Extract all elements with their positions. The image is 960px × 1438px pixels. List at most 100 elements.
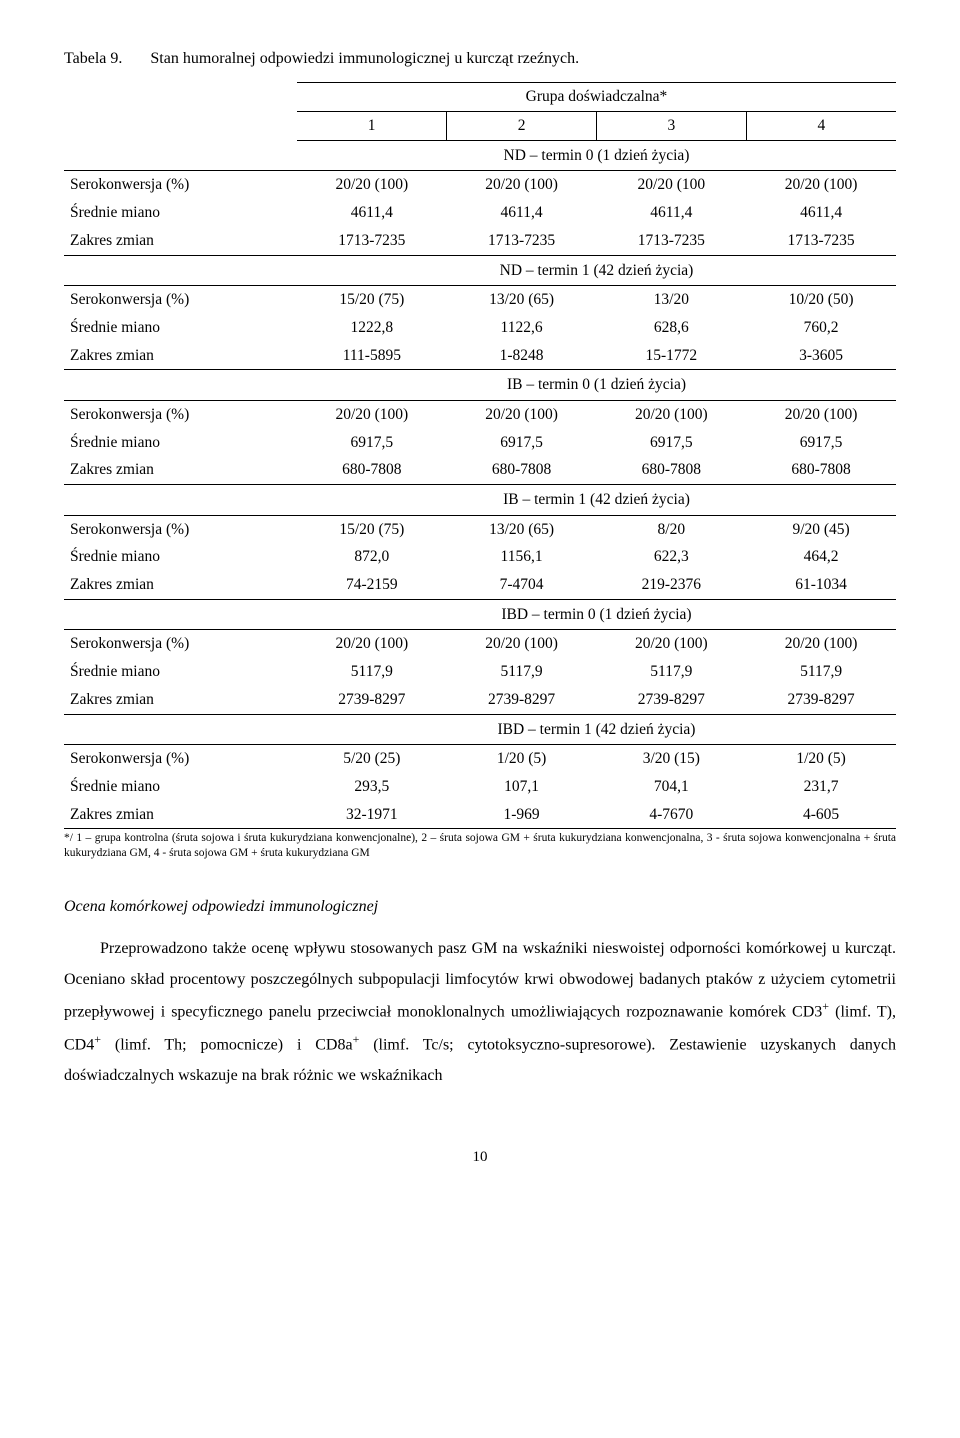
cell: 680-7808 <box>297 456 447 484</box>
body-paragraph: Przeprowadzono także ocenę wpływu stosow… <box>64 934 896 1091</box>
cell: 1122,6 <box>447 314 597 342</box>
row-mean-label-1: Średnie miano <box>64 314 297 342</box>
cell: 4-605 <box>746 801 896 829</box>
cell: 1-8248 <box>447 342 597 370</box>
para-text: Przeprowadzono także ocenę wpływu stosow… <box>64 940 896 1020</box>
cell: 704,1 <box>596 773 746 801</box>
row-sero-label-3: Serokonwersja (%) <box>64 515 297 543</box>
cell: 4611,4 <box>746 199 896 227</box>
cell: 20/20 (100) <box>297 400 447 428</box>
cell: 1222,8 <box>297 314 447 342</box>
cell: 20/20 (100) <box>447 400 597 428</box>
section-title-4: IBD – termin 0 (1 dzień życia) <box>297 599 896 630</box>
cell: 1713-7235 <box>746 227 896 255</box>
cell: 20/20 (100) <box>746 630 896 658</box>
cell: 10/20 (50) <box>746 286 896 314</box>
cell: 4611,4 <box>447 199 597 227</box>
cell: 15/20 (75) <box>297 286 447 314</box>
col-header-4: 4 <box>746 112 896 141</box>
cell: 5117,9 <box>297 658 447 686</box>
cell: 13/20 (65) <box>447 286 597 314</box>
cell: 20/20 (100) <box>297 630 447 658</box>
cell: 1156,1 <box>447 543 597 571</box>
cell: 5117,9 <box>746 658 896 686</box>
cell: 4-7670 <box>596 801 746 829</box>
para-text: (limf. Th; pomocnicze) i CD8a <box>101 1036 353 1053</box>
cell: 680-7808 <box>596 456 746 484</box>
cell: 1-969 <box>447 801 597 829</box>
cell: 15-1772 <box>596 342 746 370</box>
cell: 6917,5 <box>596 429 746 457</box>
cell: 3/20 (15) <box>596 745 746 773</box>
cell: 1/20 (5) <box>746 745 896 773</box>
page-number: 10 <box>64 1147 896 1168</box>
cell: 293,5 <box>297 773 447 801</box>
cell: 464,2 <box>746 543 896 571</box>
row-range-label-0: Zakres zmian <box>64 227 297 255</box>
cell: 32-1971 <box>297 801 447 829</box>
cell: 2739-8297 <box>447 686 597 714</box>
cell: 74-2159 <box>297 571 447 599</box>
cell: 6917,5 <box>746 429 896 457</box>
cell: 8/20 <box>596 515 746 543</box>
cell: 872,0 <box>297 543 447 571</box>
section-heading: Ocena komórkowej odpowiedzi immunologicz… <box>64 896 896 918</box>
section-title-1: ND – termin 1 (42 dzień życia) <box>297 255 896 286</box>
row-mean-label-3: Średnie miano <box>64 543 297 571</box>
row-mean-label-2: Średnie miano <box>64 429 297 457</box>
row-range-label-1: Zakres zmian <box>64 342 297 370</box>
col-header-1: 1 <box>297 112 447 141</box>
cell: 107,1 <box>447 773 597 801</box>
cell: 680-7808 <box>447 456 597 484</box>
cell: 231,7 <box>746 773 896 801</box>
row-range-label-5: Zakres zmian <box>64 801 297 829</box>
section-title-5: IBD – termin 1 (42 dzień życia) <box>297 714 896 745</box>
row-range-label-3: Zakres zmian <box>64 571 297 599</box>
cell: 9/20 (45) <box>746 515 896 543</box>
cell: 1713-7235 <box>596 227 746 255</box>
col-header-3: 3 <box>596 112 746 141</box>
cell: 622,3 <box>596 543 746 571</box>
row-mean-label-0: Średnie miano <box>64 199 297 227</box>
table-label: Tabela 9. <box>64 50 122 67</box>
row-mean-label-5: Średnie miano <box>64 773 297 801</box>
cell: 6917,5 <box>447 429 597 457</box>
cell: 20/20 (100) <box>746 400 896 428</box>
row-range-label-2: Zakres zmian <box>64 456 297 484</box>
cell: 61-1034 <box>746 571 896 599</box>
cell: 6917,5 <box>297 429 447 457</box>
section-title-0: ND – termin 0 (1 dzień życia) <box>297 140 896 171</box>
cell: 20/20 (100) <box>447 630 597 658</box>
row-mean-label-4: Średnie miano <box>64 658 297 686</box>
section-title-3: IB – termin 1 (42 dzień życia) <box>297 485 896 516</box>
row-sero-label-1: Serokonwersja (%) <box>64 286 297 314</box>
cell: 15/20 (75) <box>297 515 447 543</box>
cell: 5117,9 <box>447 658 597 686</box>
cell: 111-5895 <box>297 342 447 370</box>
table-caption: Stan humoralnej odpowiedzi immunologiczn… <box>150 50 579 67</box>
row-sero-label-2: Serokonwersja (%) <box>64 400 297 428</box>
cell: 20/20 (100) <box>746 171 896 199</box>
row-sero-label-5: Serokonwersja (%) <box>64 745 297 773</box>
section-title-2: IB – termin 0 (1 dzień życia) <box>297 370 896 401</box>
cell: 20/20 (100) <box>596 630 746 658</box>
table-footnote: */ 1 – grupa kontrolna (śruta sojowa i ś… <box>64 831 896 860</box>
cell: 3-3605 <box>746 342 896 370</box>
cell: 20/20 (100) <box>447 171 597 199</box>
cell: 1713-7235 <box>447 227 597 255</box>
cell: 4611,4 <box>297 199 447 227</box>
cell: 20/20 (100) <box>596 400 746 428</box>
cell: 680-7808 <box>746 456 896 484</box>
cell: 7-4704 <box>447 571 597 599</box>
cell: 5/20 (25) <box>297 745 447 773</box>
cell: 20/20 (100) <box>297 171 447 199</box>
row-sero-label-4: Serokonwersja (%) <box>64 630 297 658</box>
cell: 5117,9 <box>596 658 746 686</box>
sup-plus-2: + <box>94 1032 101 1046</box>
cell: 2739-8297 <box>297 686 447 714</box>
row-sero-label-0: Serokonwersja (%) <box>64 171 297 199</box>
table-title: Tabela 9. Stan humoralnej odpowiedzi imm… <box>64 48 896 70</box>
cell: 20/20 (100 <box>596 171 746 199</box>
cell: 219-2376 <box>596 571 746 599</box>
row-range-label-4: Zakres zmian <box>64 686 297 714</box>
